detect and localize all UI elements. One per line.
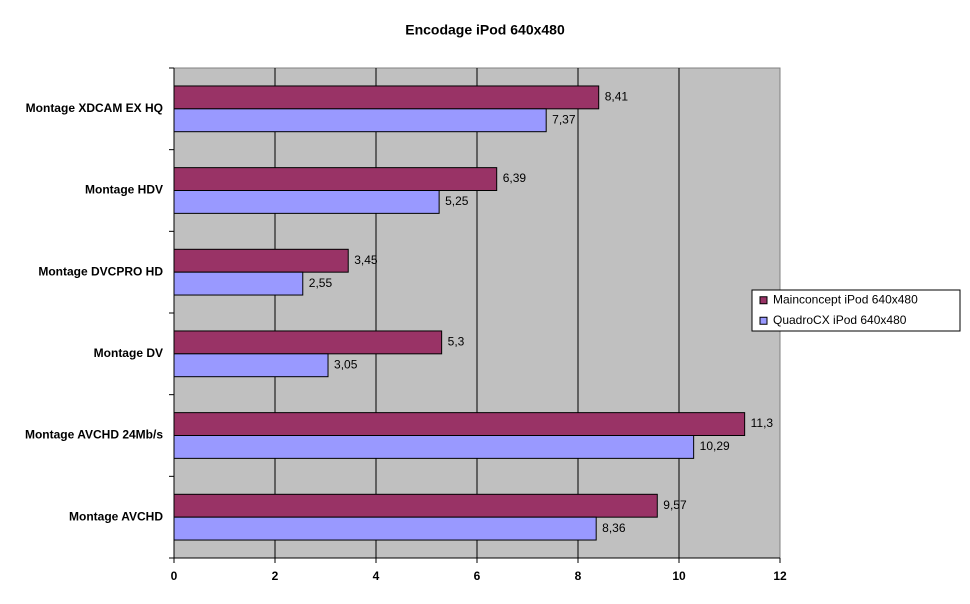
- bar: [173, 167, 498, 191]
- value-label: 6,39: [503, 171, 527, 185]
- x-tick-label: 2: [272, 569, 279, 583]
- x-tick-label: 0: [171, 569, 178, 583]
- value-label: 3,05: [334, 357, 358, 371]
- y-tick-label: Montage DV: [94, 346, 163, 360]
- legend-swatch: [759, 296, 768, 305]
- value-label: 5,25: [445, 194, 469, 208]
- value-label: 5,3: [448, 335, 465, 349]
- value-label: 11,3: [751, 416, 774, 430]
- value-label: 8,41: [605, 90, 629, 104]
- bar: [173, 353, 329, 378]
- bar: [173, 493, 658, 518]
- bar: [173, 271, 304, 296]
- value-label: 2,55: [309, 276, 333, 290]
- bar: [173, 85, 600, 110]
- y-tick-label: Montage XDCAM EX HQ: [26, 101, 163, 115]
- x-tick-label: 6: [474, 569, 481, 583]
- bar: [173, 190, 440, 214]
- y-tick-label: Montage AVCHD: [69, 509, 163, 523]
- bar: [173, 412, 746, 436]
- legend-swatch: [759, 316, 768, 325]
- bar: [173, 516, 597, 541]
- bar: [173, 330, 443, 355]
- value-label: 3,45: [354, 253, 378, 267]
- x-tick-label: 4: [373, 569, 380, 583]
- y-tick-label: Montage AVCHD 24Mb/s: [25, 428, 163, 442]
- x-tick-label: 10: [672, 569, 686, 583]
- bar: [173, 435, 695, 459]
- value-label: 9,57: [663, 498, 687, 512]
- y-tick-label: Montage HDV: [85, 183, 163, 197]
- x-tick-label: 12: [773, 569, 787, 583]
- legend-box: [751, 289, 961, 332]
- y-tick-label: Montage DVCPRO HD: [38, 264, 163, 278]
- chart-title: Encodage iPod 640x480: [405, 22, 565, 38]
- legend-label: Mainconcept iPod 640x480: [773, 292, 918, 306]
- bar: [173, 108, 547, 133]
- value-label: 10,29: [700, 439, 730, 453]
- bar: [173, 248, 349, 273]
- x-tick-label: 8: [575, 569, 582, 583]
- value-label: 8,36: [602, 521, 626, 535]
- legend-label: QuadroCX iPod 640x480: [773, 313, 907, 327]
- value-label: 7,37: [552, 112, 576, 126]
